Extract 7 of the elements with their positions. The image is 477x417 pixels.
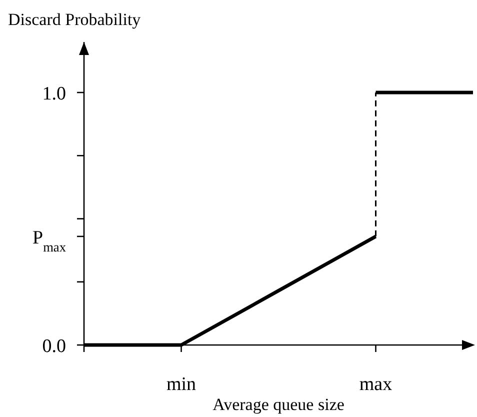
- y-axis-title: Discard Probability: [8, 10, 142, 29]
- x-tick-label: max: [359, 374, 393, 395]
- y-tick-label: 1.0: [42, 84, 66, 104]
- x-tick-label: min: [166, 374, 197, 395]
- y-tick-label: 0.0: [42, 336, 66, 357]
- x-axis-title: Average queue size: [212, 395, 344, 414]
- y-tick-label: P$_{max}$: [32, 227, 66, 254]
